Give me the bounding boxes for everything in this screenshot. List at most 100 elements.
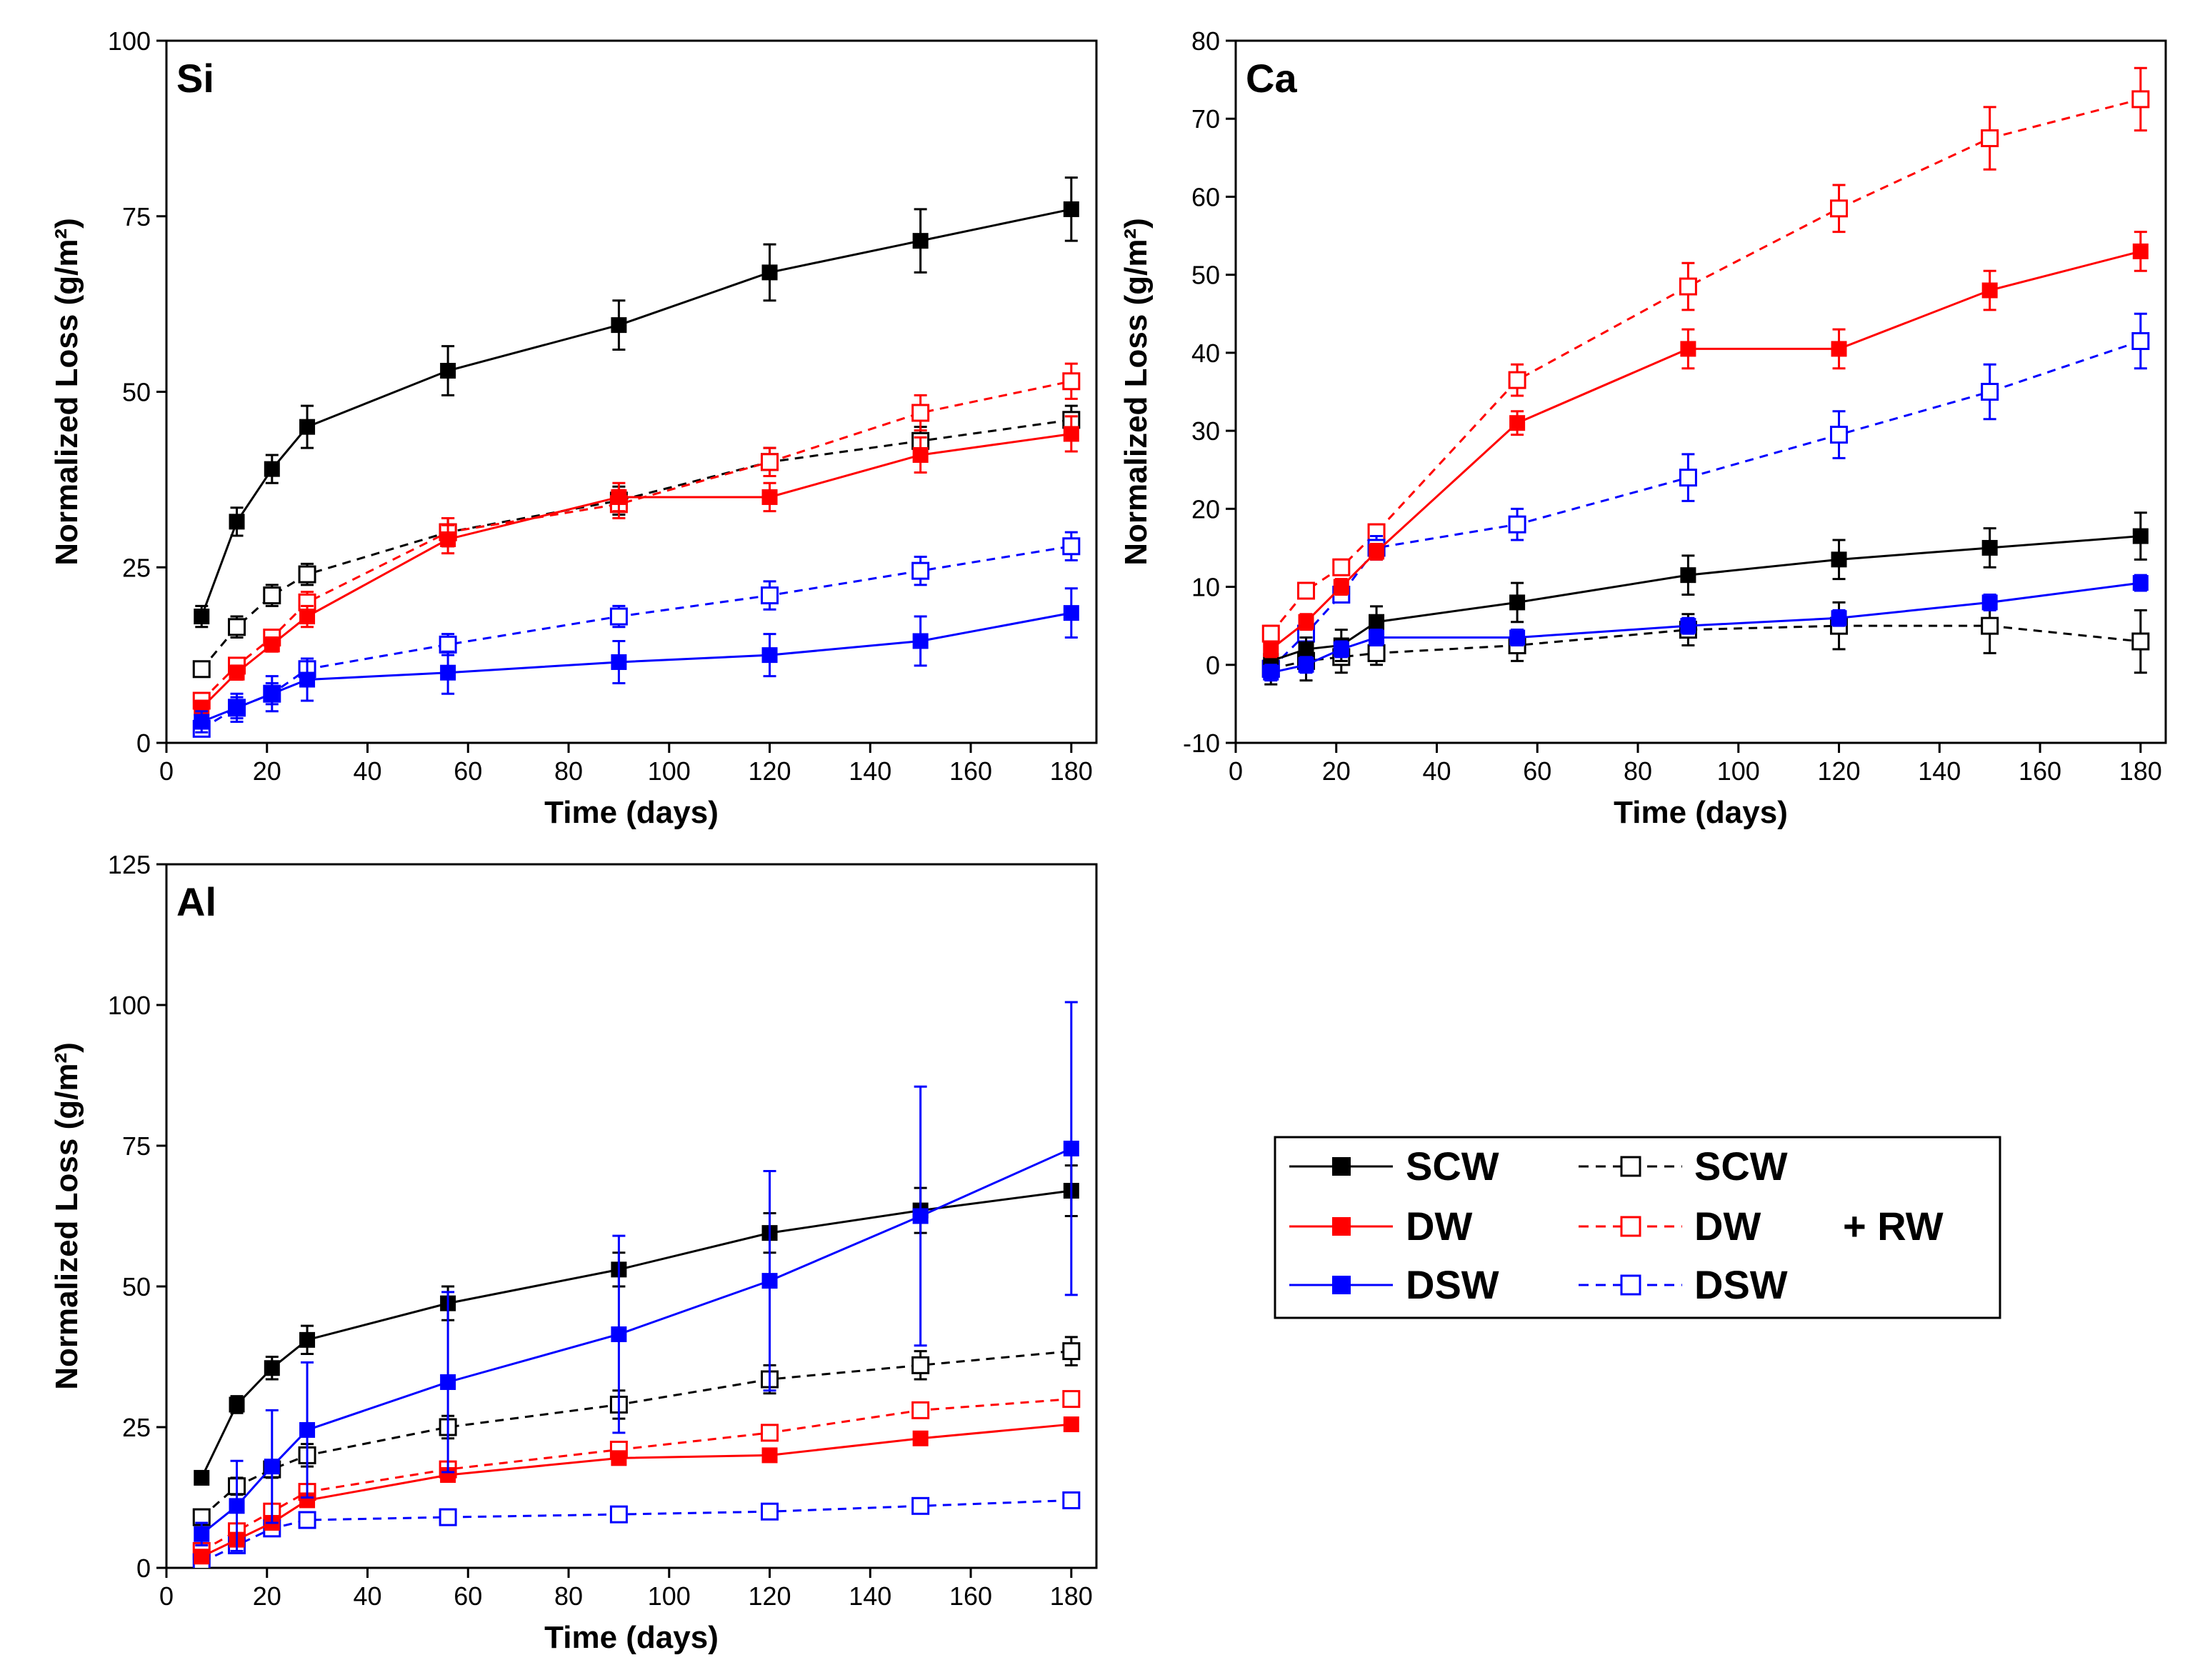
data-point-si-dw-solid [299,609,316,625]
panel-label-ca: Ca [1246,56,1297,101]
legend-suffix-label: + RW [1843,1204,1944,1249]
data-point-al-dsw-dashed [911,1496,930,1515]
x-tick-label-ca: 140 [1918,756,1961,786]
y-tick-label-al: 0 [136,1554,151,1583]
data-point-ca-scw-dashed [2131,632,2150,651]
x-tick-label-si: 20 [253,756,281,786]
data-point-si-dw-solid [229,664,245,681]
data-point-ca-scw-solid [1509,594,1526,611]
data-point-ca-dsw-solid [1831,610,1847,626]
x-tick-label-si: 60 [454,756,482,786]
x-axis-title-al: Time (days) [544,1620,719,1655]
data-point-ca-dw-solid [1369,544,1385,560]
y-tick-label-ca: 30 [1191,416,1220,446]
data-point-si-scw-solid [299,419,316,435]
y-tick-label-si: 50 [122,378,151,407]
x-tick-label-si: 0 [159,756,174,786]
series-line-al-dsw-solid [201,1147,1072,1535]
y-tick-label-si: 75 [122,202,151,231]
y-axis-title-ca: Normalized Loss (g/m²) [1119,218,1154,566]
data-point-ca-scw-solid [1298,641,1314,657]
series-line-al-dw-solid [201,1423,1071,1558]
data-point-si-scw-dashed [228,618,246,636]
series-line-ca-dw-solid [1270,250,2141,651]
x-tick-label-al: 140 [849,1581,891,1611]
y-tick-label-ca: 80 [1191,26,1220,56]
data-point-al-dw-solid [440,1466,456,1483]
data-point-si-scw-dashed [298,565,316,584]
series-ca-dsw-solid [1263,574,2149,682]
series-si-dw-dashed [192,362,1081,710]
data-point-si-dsw-dashed [761,586,779,605]
x-tick-label-al: 60 [454,1581,482,1611]
series-line-al-scw-solid [200,1189,1072,1479]
series-line-si-dsw-dashed [201,545,1072,730]
legend-dashed-dsw-label: DSW [1694,1262,1788,1307]
data-point-al-dsw-solid [229,1498,245,1514]
data-point-si-scw-solid [611,317,627,334]
data-point-al-dsw-solid [912,1208,929,1224]
x-tick-label-si: 120 [749,756,791,786]
data-point-si-dsw-solid [194,714,210,730]
plot-area-al [192,1001,1081,1568]
y-tick-label-al: 75 [122,1131,151,1161]
data-point-ca-scw-solid [1369,614,1385,630]
data-point-al-dw-solid [761,1447,778,1464]
data-point-si-dsw-solid [440,664,456,681]
y-tick-label-ca: 0 [1206,651,1220,680]
series-line-si-dsw-solid [201,611,1072,723]
x-tick-label-al: 180 [1050,1581,1093,1611]
data-point-ca-dw-dashed [1332,558,1351,576]
legend-dashed-dw-marker [1620,1216,1641,1237]
data-point-si-dsw-dashed [1062,537,1081,556]
data-point-si-dsw-dashed [609,607,628,626]
x-tick-label-si: 160 [949,756,992,786]
x-tick-label-si: 40 [353,756,381,786]
data-point-si-scw-dashed [192,660,211,679]
legend-solid-dw-marker [1332,1217,1351,1236]
x-tick-label-ca: 20 [1322,756,1351,786]
x-tick-label-ca: 100 [1717,756,1760,786]
x-axis-title-si: Time (days) [544,795,719,830]
data-point-al-dsw-dashed [439,1508,457,1526]
data-point-al-dw-solid [611,1450,627,1466]
data-point-si-scw-solid [1063,201,1079,217]
data-point-al-dw-dashed [1062,1390,1081,1409]
x-tick-label-ca: 40 [1422,756,1451,786]
data-point-ca-dw-dashed [1261,624,1280,643]
data-point-si-dw-solid [611,489,627,505]
data-point-al-dw-solid [1063,1416,1079,1433]
data-point-ca-dw-dashed [1508,371,1526,389]
data-point-si-dsw-solid [299,671,316,688]
data-point-al-dsw-dashed [1062,1491,1081,1509]
data-point-ca-dw-solid [1831,341,1847,357]
data-point-al-dsw-solid [299,1421,316,1438]
y-tick-label-al: 25 [122,1413,151,1442]
data-point-al-dw-dashed [911,1401,930,1419]
data-point-al-scw-solid [194,1469,210,1486]
panel-label-si: Si [176,56,214,101]
series-ca-dw-dashed [1261,66,2150,643]
series-ca-dsw-dashed [1261,312,2150,678]
data-point-al-dw-dashed [761,1424,779,1442]
x-tick-label-ca: 180 [2119,756,2162,786]
data-point-si-scw-solid [264,461,280,477]
series-line-al-scw-dashed [201,1350,1071,1519]
data-point-ca-dw-dashed [1830,199,1849,218]
series-ca-dw-solid [1263,231,2149,659]
legend-solid-dsw-label: DSW [1406,1262,1499,1307]
data-point-al-dsw-dashed [609,1505,628,1524]
data-point-si-dsw-dashed [911,561,930,580]
data-point-si-scw-solid [229,514,245,530]
legend-solid-scw-marker [1332,1157,1351,1176]
legend: SCW DW DSW SCW DW DSW + RW [1274,1136,2001,1319]
x-axis-title-ca: Time (days) [1614,795,1788,830]
y-tick-label-al: 50 [122,1272,151,1301]
data-point-ca-dsw-dashed [1981,383,1999,401]
data-point-ca-dsw-solid [2132,575,2149,591]
series-line-al-dsw-dashed [201,1499,1071,1564]
data-point-ca-scw-solid [1981,539,1998,556]
x-tick-label-al: 160 [949,1581,992,1611]
data-point-si-dw-solid [1063,426,1079,442]
x-tick-label-al: 40 [353,1581,381,1611]
